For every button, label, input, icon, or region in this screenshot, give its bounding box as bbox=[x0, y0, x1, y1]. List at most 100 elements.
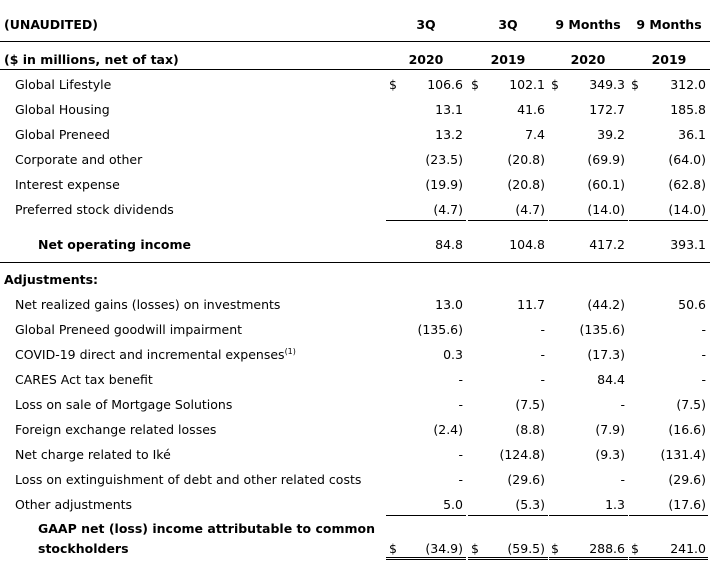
double-rule bbox=[629, 559, 708, 560]
value-cell: 106.6 bbox=[427, 77, 463, 92]
value-cell: (16.6) bbox=[668, 422, 706, 437]
value-cell: - bbox=[540, 372, 545, 387]
row-label: Preferred stock dividends bbox=[15, 202, 174, 217]
gaap-label-line2: stockholders bbox=[38, 541, 129, 556]
subtotal-rule bbox=[386, 515, 466, 516]
value-cell: (7.9) bbox=[595, 422, 625, 437]
adjustment-label: Loss on extinguishment of debt and other… bbox=[15, 472, 362, 487]
adjustment-label: Net charge related to Iké bbox=[15, 447, 171, 462]
value-cell: 312.0 bbox=[670, 77, 706, 92]
value-cell: 288.6 bbox=[589, 541, 625, 556]
adjustment-label: Other adjustments bbox=[15, 497, 133, 512]
value-cell: 13.2 bbox=[435, 127, 463, 142]
adjustment-label-text: COVID-19 direct and incremental expenses bbox=[15, 347, 285, 362]
value-cell: 172.7 bbox=[589, 102, 625, 117]
value-cell: (44.2) bbox=[587, 297, 625, 312]
row-label: Global Preneed bbox=[15, 127, 110, 142]
value-cell: (4.7) bbox=[433, 202, 463, 217]
column-period: 9 Months bbox=[555, 17, 621, 32]
row-label: Global Lifestyle bbox=[15, 77, 112, 92]
value-cell: 7.4 bbox=[525, 127, 545, 142]
subtotal-rule bbox=[386, 220, 466, 221]
currency-symbol: $ bbox=[551, 77, 559, 92]
adjustments-heading: Adjustments: bbox=[4, 272, 99, 287]
gaap-label-line1: GAAP net (loss) income attributable to c… bbox=[38, 521, 375, 536]
value-cell: (60.1) bbox=[587, 177, 625, 192]
subtotal-rule bbox=[468, 515, 548, 516]
value-cell: (29.6) bbox=[668, 472, 706, 487]
currency-symbol: $ bbox=[389, 77, 397, 92]
currency-symbol: $ bbox=[551, 541, 559, 556]
footnote-marker: (1) bbox=[284, 347, 296, 356]
adjustment-label: Global Preneed goodwill impairment bbox=[15, 322, 243, 337]
subtotal-rule bbox=[629, 515, 708, 516]
subtotal-rule bbox=[549, 220, 628, 221]
subtotal-rule bbox=[549, 515, 628, 516]
value-cell: (14.0) bbox=[668, 202, 706, 217]
value-cell: (2.4) bbox=[433, 422, 463, 437]
value-cell: - bbox=[458, 397, 463, 412]
double-rule bbox=[629, 557, 708, 558]
value-cell: (19.9) bbox=[425, 177, 463, 192]
value-cell: (64.0) bbox=[668, 152, 706, 167]
adjustment-label: CARES Act tax benefit bbox=[15, 372, 153, 387]
currency-symbol: $ bbox=[471, 77, 479, 92]
row-label: Interest expense bbox=[15, 177, 120, 192]
value-cell: (9.3) bbox=[595, 447, 625, 462]
row-label: Corporate and other bbox=[15, 152, 143, 167]
column-period: 3Q bbox=[498, 17, 518, 32]
value-cell: (17.3) bbox=[587, 347, 625, 362]
net-operating-income-label: Net operating income bbox=[38, 237, 192, 252]
value-cell: (131.4) bbox=[660, 447, 706, 462]
value-cell: 50.6 bbox=[678, 297, 706, 312]
value-cell: 13.0 bbox=[435, 297, 463, 312]
unaudited-label: (UNAUDITED) bbox=[4, 17, 98, 32]
currency-symbol: $ bbox=[631, 77, 639, 92]
value-cell: (14.0) bbox=[587, 202, 625, 217]
value-cell: 84.4 bbox=[597, 372, 625, 387]
value-cell: (5.3) bbox=[515, 497, 545, 512]
header-rule bbox=[0, 41, 710, 42]
units-label: ($ in millions, net of tax) bbox=[4, 52, 179, 67]
value-cell: 39.2 bbox=[597, 127, 625, 142]
value-cell: (7.5) bbox=[676, 397, 706, 412]
value-cell: (135.6) bbox=[579, 322, 625, 337]
column-year: 2019 bbox=[651, 52, 687, 67]
value-cell: - bbox=[620, 397, 625, 412]
value-cell: (20.8) bbox=[507, 177, 545, 192]
currency-symbol: $ bbox=[389, 541, 397, 556]
value-cell: - bbox=[458, 372, 463, 387]
value-cell: - bbox=[701, 372, 706, 387]
subtotal-rule bbox=[468, 220, 548, 221]
column-year: 2020 bbox=[408, 52, 444, 67]
value-cell: (23.5) bbox=[425, 152, 463, 167]
value-cell: - bbox=[540, 347, 545, 362]
value-cell: - bbox=[701, 322, 706, 337]
value-cell: - bbox=[701, 347, 706, 362]
adjustment-label: Loss on sale of Mortgage Solutions bbox=[15, 397, 233, 412]
row-label: Global Housing bbox=[15, 102, 110, 117]
double-rule bbox=[549, 559, 628, 560]
value-cell: (34.9) bbox=[425, 541, 463, 556]
double-rule bbox=[386, 557, 466, 558]
adjustment-label: COVID-19 direct and incremental expenses… bbox=[15, 347, 296, 363]
value-cell: 349.3 bbox=[589, 77, 625, 92]
value-cell: (124.8) bbox=[499, 447, 545, 462]
value-cell: - bbox=[620, 472, 625, 487]
value-cell: 11.7 bbox=[517, 297, 545, 312]
value-cell: (4.7) bbox=[515, 202, 545, 217]
adjustment-label: Foreign exchange related losses bbox=[15, 422, 217, 437]
column-year: 2019 bbox=[490, 52, 526, 67]
value-cell: 84.8 bbox=[435, 237, 463, 252]
value-cell: (8.8) bbox=[515, 422, 545, 437]
column-year: 2020 bbox=[570, 52, 606, 67]
value-cell: 1.3 bbox=[605, 497, 625, 512]
value-cell: 41.6 bbox=[517, 102, 545, 117]
value-cell: (62.8) bbox=[668, 177, 706, 192]
value-cell: 417.2 bbox=[589, 237, 625, 252]
double-rule bbox=[549, 557, 628, 558]
double-rule bbox=[468, 559, 548, 560]
adjustment-label: Net realized gains (losses) on investmen… bbox=[15, 297, 281, 312]
value-cell: - bbox=[540, 322, 545, 337]
value-cell: 36.1 bbox=[678, 127, 706, 142]
